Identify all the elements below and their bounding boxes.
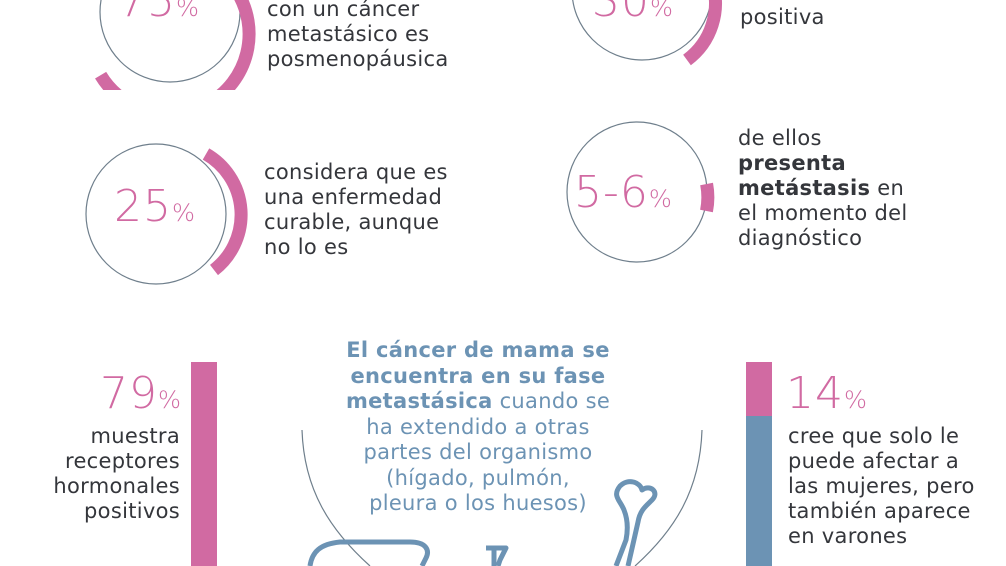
stat-75-arc (95, 0, 256, 90)
stat-79-bar (191, 362, 217, 566)
stat-14-value: 14% (786, 368, 868, 419)
stat-14-block: 14% cree que solo le puede afectar a las… (740, 350, 1006, 566)
body-outline-right (634, 430, 703, 566)
stat-56-ring (566, 121, 715, 263)
stat-25-block: 25% considera que es una enfermedad cura… (0, 110, 480, 310)
stat-14-bar (746, 362, 772, 566)
stat-56-arc (700, 182, 715, 213)
stat-79-value: 79% (100, 368, 182, 419)
stat-14-bar-fill (746, 362, 772, 416)
body-illustration (301, 430, 703, 566)
liver-icon (307, 539, 430, 566)
stat-79-text: muestra receptores hormonales positivos (53, 424, 180, 523)
stat-79-block: 79% muestra receptores hormonales positi… (0, 350, 240, 566)
bone-icon (613, 479, 658, 566)
stat-56-value: 5-6% (574, 167, 673, 218)
stat-30-ring (572, 0, 722, 66)
stat-25-arc (202, 148, 248, 276)
stat-56-block: 5-6% de ellos presenta metástasis en el … (500, 110, 1000, 310)
stat-75-value: 75% (118, 0, 200, 27)
stat-25-text: considera que es una enfermedad curable,… (264, 160, 448, 259)
stat-75-ring (95, 0, 256, 90)
trachea-icon (486, 545, 509, 566)
stat-56-text: de ellos presenta metástasis en el momen… (738, 126, 908, 250)
center-note: El cáncer de mama se encuentra en su fas… (345, 338, 611, 515)
stat-75-block: 75% con un cáncer metastásico es posmeno… (0, 0, 480, 100)
body-outline (301, 430, 371, 566)
stat-25-ring (85, 143, 248, 285)
stat-25-value: 25% (114, 181, 196, 232)
stat-30-value: 30% (592, 0, 674, 27)
stat-14-text: cree que solo le puede afectar a las muj… (788, 424, 975, 548)
stat-30-block: 30% positiva (500, 0, 1000, 100)
stat-30-arc (682, 0, 722, 66)
stat-30-text: positiva (740, 5, 825, 29)
stat-75-text: con un cáncer metastásico es posmenopáus… (267, 0, 449, 71)
